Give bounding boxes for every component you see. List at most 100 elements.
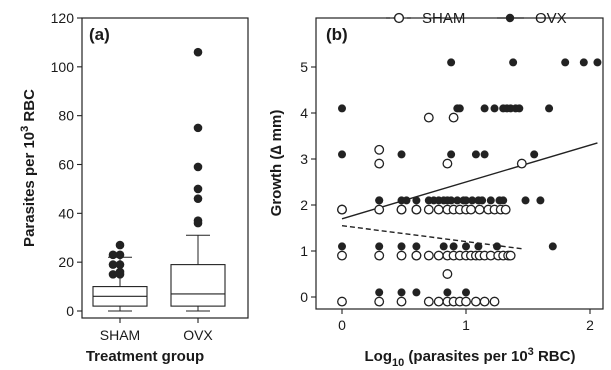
ovx-point: [453, 196, 462, 205]
box-iqr: [170, 264, 226, 307]
sham-point: [448, 112, 459, 123]
panel-b-x-label-mid: (parasites per 10: [404, 348, 527, 365]
sham-trend-line: [341, 225, 522, 250]
panel-a-x-tick-label: OVX: [183, 327, 213, 343]
panel-b-y-tick-label: 4: [300, 105, 308, 121]
ovx-point: [338, 242, 346, 251]
ovx-point: [515, 104, 524, 113]
panel-b-x-label-sub: 10: [392, 357, 404, 369]
box-outlier: [193, 184, 203, 194]
sham-point: [461, 296, 471, 307]
ovx-point: [462, 242, 470, 251]
panel-b-y-ticks: 0 1 2 3 4 5: [300, 59, 316, 305]
panel-b-scatter: (b) 0 1 2 3 4 5 0 1 2 SHAM OVX Log10 (parasites…: [268, 10, 604, 369]
ovx-point: [412, 288, 421, 297]
ovx-point: [462, 288, 470, 297]
ovx-point: [478, 196, 487, 205]
sham-point: [396, 204, 407, 215]
sham-point: [423, 296, 434, 307]
ovx-point: [579, 58, 588, 67]
ovx-point: [509, 58, 518, 67]
panel-a-y-tick-label: 120: [51, 10, 75, 26]
legend-sham-label: SHAM: [422, 10, 465, 27]
panel-a-x-ticks: SHAM OVX: [100, 318, 213, 343]
panel-a-boxplot: (a) 0 20 40 60 80 100 120 SHAM OVX Treatment gr…: [19, 10, 249, 365]
sham-point: [470, 296, 481, 307]
panel-b-x-label-sup: 3: [528, 346, 534, 358]
sham-point: [337, 296, 347, 307]
ovx-point: [468, 196, 477, 205]
panel-b-trend-lines: [341, 142, 598, 250]
ovx-point: [412, 242, 421, 251]
box-outlier: [193, 162, 203, 172]
sham-point: [374, 296, 385, 307]
ovx-point: [402, 196, 411, 205]
sham-point: [489, 296, 500, 307]
panel-a-y-tick-label: 40: [58, 205, 74, 221]
panel-b-x-label-end: RBC): [534, 348, 576, 365]
sham-point: [337, 250, 347, 261]
ovx-point: [593, 58, 602, 67]
panel-b-y-tick-label: 0: [300, 289, 308, 305]
box-outlier: [193, 123, 203, 133]
legend-ovx-label: OVX: [535, 10, 567, 27]
panel-a-x-tick-label: SHAM: [100, 327, 140, 343]
panel-b-y-tick-label: 3: [300, 151, 308, 167]
ovx-point: [447, 58, 456, 67]
panel-b-x-tick-label: 0: [338, 317, 346, 333]
sham-point: [396, 296, 407, 307]
sham-point: [374, 144, 385, 155]
ovx-point: [471, 150, 480, 159]
ovx-point: [545, 104, 554, 113]
panel-a-y-ticks: 0 20 40 60 80 100 120: [51, 10, 82, 319]
sham-point: [474, 204, 485, 215]
box-outlier: [115, 240, 125, 250]
panel-b-y-tick-label: 5: [300, 59, 308, 75]
box-outlier: [108, 250, 118, 260]
sham-point: [466, 204, 476, 215]
sham-point: [442, 269, 453, 279]
sham-point: [423, 204, 434, 215]
panel-a-y-axis-label: Parasites per 103 RBC: [19, 89, 38, 247]
sham-point: [505, 250, 516, 261]
sham-point: [479, 296, 490, 307]
sham-point: [433, 204, 444, 215]
legend-ovx-marker: [505, 13, 515, 23]
ovx-point: [548, 242, 557, 251]
ovx-point: [447, 196, 456, 205]
ovx-point: [521, 196, 530, 205]
panel-b-label: (b): [326, 25, 348, 44]
box-outlier: [108, 270, 118, 279]
sham-point: [396, 250, 407, 261]
panel-a-y-tick-label: 20: [58, 254, 74, 270]
panel-a-y-tick-label: 0: [66, 303, 74, 319]
sham-point: [411, 204, 422, 215]
box-outlier: [115, 270, 125, 279]
panel-b-frame: [315, 17, 604, 310]
ovx-point: [561, 58, 570, 67]
ovx-point: [490, 104, 499, 113]
panel-a-y-tick-label: 100: [51, 59, 75, 75]
panel-a-x-axis-label: Treatment group: [86, 348, 204, 365]
sham-point: [433, 250, 444, 261]
ovx-point: [375, 242, 384, 251]
box-outlier: [115, 260, 125, 269]
sham-point: [423, 112, 434, 123]
box-outlier: [108, 260, 118, 269]
box-outlier: [115, 250, 125, 260]
ovx-point: [397, 150, 406, 159]
sham-point: [374, 204, 385, 215]
legend: SHAM OVX: [386, 10, 567, 27]
panel-a-frame: [81, 17, 249, 319]
ovx-point: [455, 104, 464, 113]
sham-point: [374, 158, 385, 169]
panel-a-y-tick-label: 60: [58, 157, 74, 173]
sham-point: [516, 158, 527, 169]
sham-point: [423, 250, 434, 261]
ovx-point: [462, 196, 470, 205]
sham-point: [500, 204, 511, 215]
panel-b-x-ticks: 0 1 2: [338, 309, 594, 333]
ovx-point: [338, 104, 346, 113]
panel-b-x-tick-label: 1: [462, 317, 470, 333]
ovx-point: [443, 288, 452, 297]
